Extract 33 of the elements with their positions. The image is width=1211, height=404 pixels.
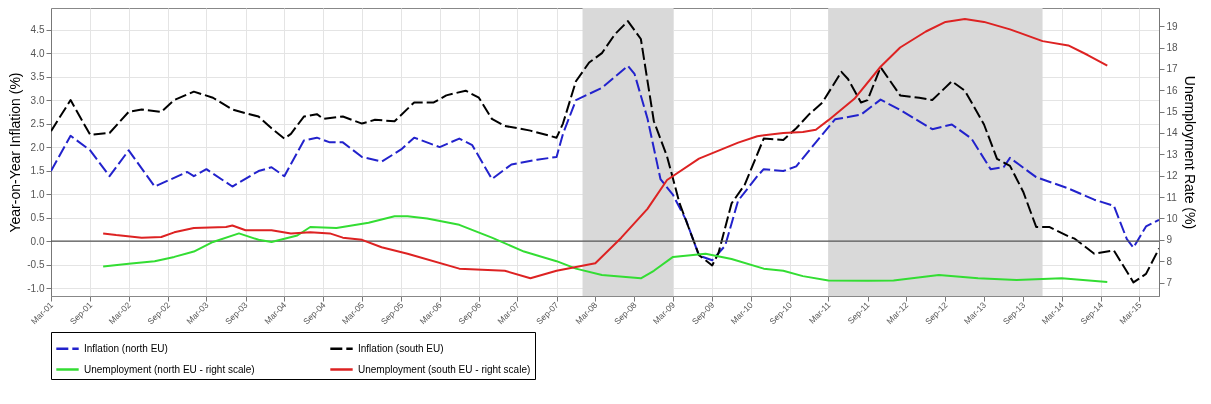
y2-tick-label: 7 — [1166, 277, 1173, 289]
y2-tick-label: 12 — [1166, 170, 1179, 182]
y-tick-label: 2.5 — [30, 118, 45, 130]
y2-tick-label: 15 — [1166, 106, 1179, 118]
y-tick-label: 3.5 — [30, 71, 45, 83]
y2-tick-label: 17 — [1166, 63, 1179, 75]
line-series — [51, 64, 1159, 262]
y-tick-label: 4.0 — [30, 47, 45, 59]
y2-tick-label: 10 — [1166, 212, 1179, 224]
y2-tick-label: 8 — [1166, 255, 1173, 267]
y-tick-label: 1.5 — [30, 165, 45, 177]
legend-label: Unemployment (north EU - right scale) — [84, 363, 255, 375]
y-tick-label: 0.0 — [30, 235, 45, 247]
y2-tick-label: 9 — [1166, 234, 1173, 246]
y2-axis-title: Unemployment Rate (%) — [1181, 75, 1198, 230]
legend-label: Inflation (north EU) — [84, 342, 168, 354]
legend-label: Inflation (south EU) — [358, 342, 444, 354]
y2-tick-label: 11 — [1166, 191, 1178, 203]
y-tick-label: -0.5 — [27, 259, 45, 271]
y-tick-label: 4.5 — [30, 24, 45, 36]
y2-tick-label: 13 — [1166, 148, 1179, 160]
line-series — [102, 215, 1109, 283]
y-tick-label: 3.0 — [30, 94, 45, 106]
y2-tick-label: 19 — [1166, 20, 1179, 32]
y-tick-label: -1.0 — [27, 282, 45, 294]
y2-tick-label: 18 — [1166, 42, 1179, 54]
y-tick-label: 0.5 — [30, 212, 45, 224]
y-axis-title: Year-on-Year Inflation (%) — [7, 72, 24, 233]
y2-tick-label: 14 — [1166, 127, 1179, 139]
y-tick-label: 1.0 — [30, 188, 45, 200]
legend-label: Unemployment (south EU - right scale) — [358, 363, 531, 375]
y2-tick-label: 16 — [1166, 84, 1179, 96]
y-tick-label: 2.0 — [30, 141, 45, 153]
